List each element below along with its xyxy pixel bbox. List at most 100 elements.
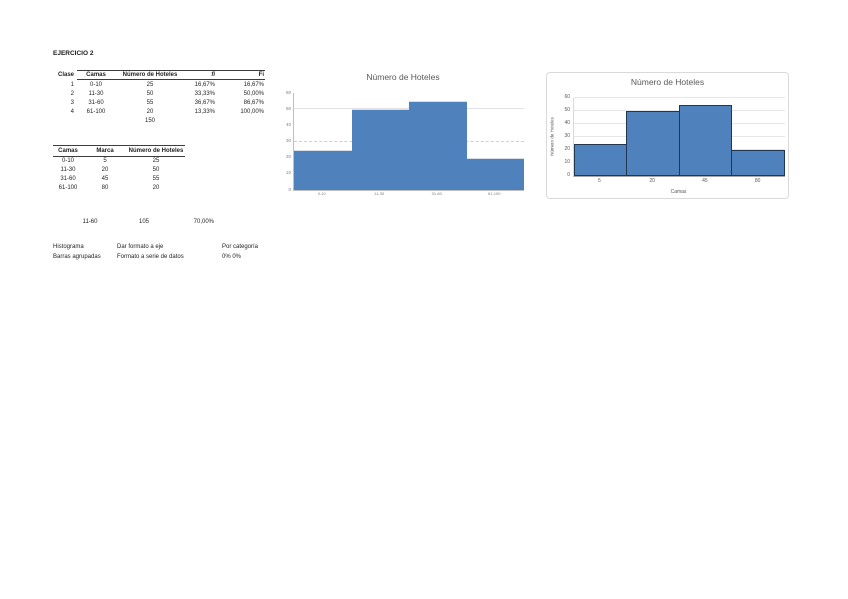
frequency-table-body: 1 0-10 25 16,67% 16,67% 2 11-30 50 33,33% 50,00% 3…: [53, 80, 265, 116]
plot-area: [293, 93, 524, 191]
summary-range: 11-60: [82, 219, 98, 225]
col-header-fi-acum: Fi: [217, 70, 265, 80]
histogram-chart-1: Número de Hoteles 0 10 20 30 40 50 60 0-10 11-30…: [283, 70, 524, 200]
bar-61-100: [466, 157, 524, 190]
table-cell: 5: [103, 157, 107, 164]
table-cell: 80: [101, 184, 109, 191]
col-header-camas: Camas: [53, 145, 83, 157]
x-tick-label: 45: [702, 178, 708, 184]
note-percentages: 0% 0%: [222, 254, 242, 260]
table-cell: 16,67%: [194, 81, 215, 88]
table-cell: 11-30: [60, 166, 76, 173]
plot-area: [573, 97, 785, 177]
bar-45: [678, 104, 733, 176]
table-cell: 16,67%: [243, 81, 264, 88]
bar-5: [574, 143, 627, 176]
gridline: [574, 97, 785, 98]
y-tick-label: 0: [288, 186, 291, 192]
table-cell: 20: [152, 184, 160, 191]
bar-80: [731, 150, 785, 176]
table-cell: 50,00%: [243, 90, 264, 97]
y-tick-label: 50: [285, 105, 291, 111]
x-tick-label: 0-10: [317, 191, 326, 196]
note-histograma: Histograma: [53, 244, 84, 250]
table-cell: 3: [70, 99, 74, 106]
table-cell: 1: [70, 81, 74, 88]
note-barras-agrupadas: Barras agrupadas: [53, 254, 101, 260]
table-cell: 0-10: [61, 157, 74, 164]
summary-count: 105: [138, 219, 149, 225]
col-header-camas: Camas: [77, 70, 115, 80]
col-header-num-hoteles: Número de Hoteles: [115, 70, 185, 80]
x-tick-label: 5: [597, 178, 601, 184]
y-tick-label: 0: [567, 172, 570, 178]
summary-percent: 70,00%: [193, 219, 214, 225]
total-hoteles: 150: [144, 117, 155, 124]
table-cell: 31-60: [60, 175, 76, 182]
table-cell: 4: [70, 108, 74, 115]
y-tick-label: 10: [285, 170, 291, 176]
y-tick-label: 40: [564, 120, 570, 126]
marks-table: Camas Marca Número de Hoteles 0-10 5 25 11-…: [53, 145, 185, 192]
marks-table-header: Camas Marca Número de Hoteles: [53, 145, 185, 157]
col-header-clase: Clase: [57, 72, 74, 78]
bar-20: [625, 111, 680, 176]
table-cell: 50: [152, 166, 160, 173]
table-cell: 100,00%: [240, 108, 264, 115]
table-row: 1 0-10 25 16,67% 16,67%: [53, 80, 265, 89]
table-row: 2 11-30 50 33,33% 50,00%: [53, 89, 265, 98]
frequency-table-total-row: 150: [53, 116, 265, 125]
table-cell: 0-10: [89, 81, 102, 88]
exercise-title: EJERCICIO 2: [53, 50, 94, 57]
table-cell: 11-30: [88, 90, 104, 97]
table-cell: 2: [70, 90, 74, 97]
table-cell: 55: [146, 99, 154, 106]
table-row: 0-10 5 25: [53, 156, 185, 165]
y-tick-label: 30: [564, 133, 570, 139]
y-tick-label: 30: [285, 138, 291, 143]
y-tick-label: 20: [564, 146, 570, 152]
x-axis-title: Camas: [670, 189, 687, 195]
table-cell: 45: [101, 175, 109, 182]
col-header-fi: fi: [185, 70, 217, 80]
y-tick-label: 60: [564, 94, 570, 100]
x-tick-label: 31-60: [431, 191, 442, 196]
table-row: 31-60 45 55: [53, 174, 185, 183]
y-tick-label: 10: [564, 159, 570, 165]
col-header-marca: Marca: [83, 145, 127, 157]
x-tick-label: 61-100: [488, 191, 501, 196]
note-dar-formato-eje: Dar formato a eje: [117, 244, 164, 250]
chart-title: Número de Hoteles: [630, 77, 705, 87]
col-header-num-hoteles: Número de Hoteles: [127, 145, 185, 157]
x-tick-label: 11-30: [374, 191, 385, 196]
table-cell: 61-100: [58, 184, 78, 191]
table-row: 4 61-100 20 13,33% 100,00%: [53, 107, 265, 116]
note-por-categoria: Por categoría: [222, 244, 259, 250]
table-cell: 20: [146, 108, 154, 115]
table-row: 61-100 80 20: [53, 183, 185, 192]
y-tick-label: 20: [285, 154, 291, 160]
table-cell: 20: [101, 166, 109, 173]
table-cell: 13,33%: [194, 108, 215, 115]
frequency-table: Clase Camas Número de Hoteles fi Fi 1 0-1…: [53, 70, 265, 125]
frequency-table-header: Clase Camas Número de Hoteles fi Fi: [53, 70, 265, 80]
bar-31-60: [409, 101, 467, 190]
table-cell: 86,67%: [243, 99, 264, 106]
table-cell: 61-100: [86, 108, 106, 115]
table-cell: 25: [152, 157, 160, 164]
y-tick-label: 50: [564, 107, 570, 113]
x-tick-label: 20: [649, 178, 655, 184]
bar-11-30: [351, 109, 409, 190]
chart-title: Número de Hoteles: [366, 72, 440, 82]
bar-0-10: [294, 149, 352, 190]
table-cell: 55: [152, 175, 160, 182]
x-tick-label: 80: [754, 178, 761, 184]
table-row: 11-30 20 50: [53, 165, 185, 174]
note-formato-serie: Formato a serie de datos: [117, 254, 184, 260]
table-cell: 33,33%: [194, 90, 215, 97]
table-cell: 31-60: [88, 99, 104, 106]
table-row: 3 31-60 55 36,67% 86,67%: [53, 98, 265, 107]
table-cell: 36,67%: [194, 99, 215, 106]
table-cell: 25: [146, 81, 154, 88]
